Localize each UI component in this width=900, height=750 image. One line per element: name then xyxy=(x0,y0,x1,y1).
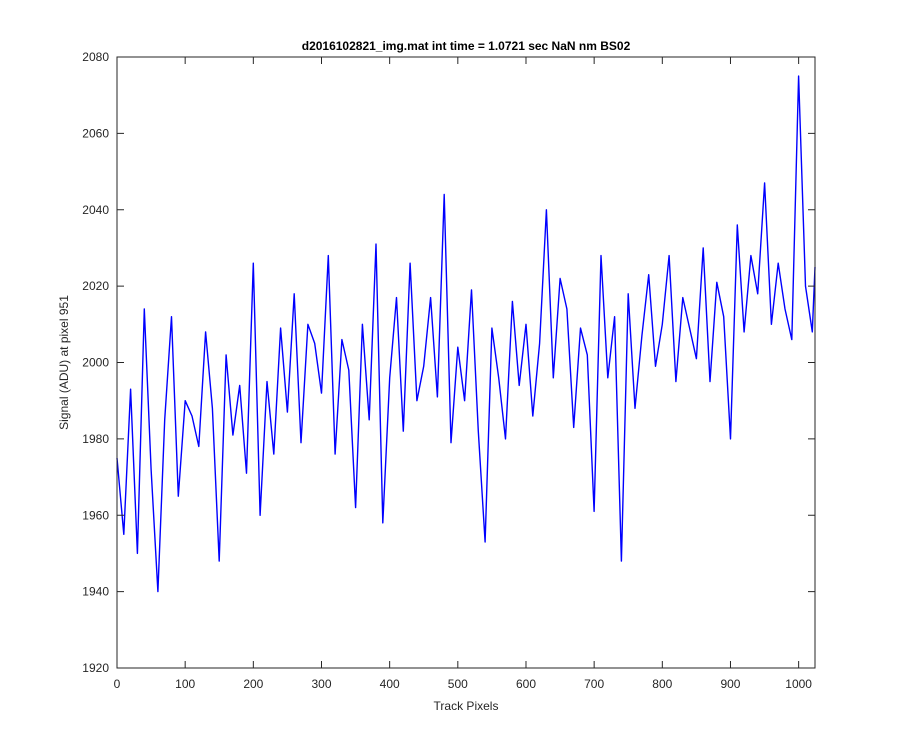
plot-area xyxy=(117,57,815,668)
x-tick-label-10: 1000 xyxy=(785,677,812,691)
y-tick-label-8: 2080 xyxy=(82,50,109,64)
x-tick-label-2: 200 xyxy=(243,677,263,691)
y-tick-label-0: 1920 xyxy=(82,661,109,675)
x-tick-label-5: 500 xyxy=(448,677,468,691)
x-tick-label-8: 800 xyxy=(652,677,672,691)
x-tick-label-1: 100 xyxy=(175,677,195,691)
series-layer xyxy=(116,75,816,593)
series-line-0 xyxy=(116,75,816,593)
x-tick-label-3: 300 xyxy=(311,677,331,691)
y-axis-ticks: 1920 1940 1960 1980 2000 2020 2040 2060 2080 xyxy=(82,50,815,675)
x-tick-label-4: 400 xyxy=(380,677,400,691)
chart-title: d2016102821_img.mat int time = 1.0721 se… xyxy=(302,39,631,53)
plot-frame xyxy=(116,56,816,669)
y-tick-label-2: 1960 xyxy=(82,508,109,522)
y-axis-label: Signal (ADU) at pixel 951 xyxy=(57,295,71,430)
x-tick-label-6: 600 xyxy=(516,677,536,691)
x-tick-label-9: 900 xyxy=(720,677,740,691)
y-tick-label-4: 2000 xyxy=(82,356,109,370)
y-tick-label-7: 2060 xyxy=(82,126,109,140)
y-tick-label-1: 1940 xyxy=(82,585,109,599)
x-tick-label-0: 0 xyxy=(114,677,121,691)
y-tick-label-6: 2040 xyxy=(82,203,109,217)
y-tick-label-3: 1980 xyxy=(82,432,109,446)
x-tick-label-7: 700 xyxy=(584,677,604,691)
x-axis-label: Track Pixels xyxy=(434,699,499,713)
x-axis-ticks: 0 100 200 300 400 500 600 700 800 900 1000 xyxy=(114,57,812,691)
y-tick-label-5: 2020 xyxy=(82,279,109,293)
